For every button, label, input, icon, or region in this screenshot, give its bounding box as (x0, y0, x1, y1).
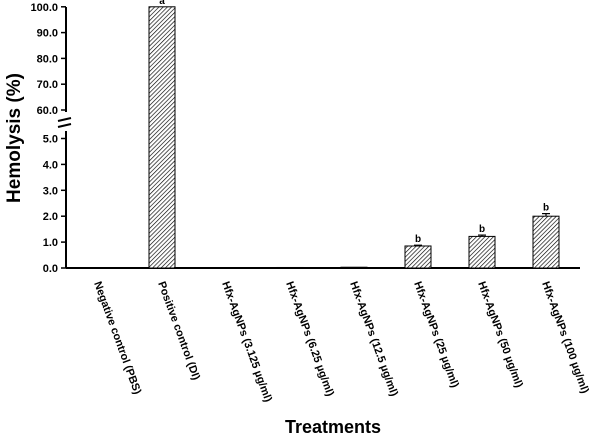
y-tick-label: 80.0 (37, 53, 58, 65)
x-category-label: Hfx-AgNPs (50 µg/ml) (475, 280, 525, 390)
bar (148, 6, 176, 269)
y-axis-label: Hemolysis (%) (4, 73, 25, 203)
y-tick-label: 100.0 (30, 2, 58, 14)
y-tick-label: 90.0 (37, 28, 58, 40)
y-tick-label: 4.0 (43, 159, 58, 171)
x-category-label: Hfx-AgNPs (100 µg/ml) (539, 280, 591, 395)
y-tick-label: 0.0 (43, 263, 58, 275)
x-category-label: Positive control (DI) (155, 280, 202, 382)
bar-annotation: b (479, 224, 485, 235)
y-tick-label: 5.0 (43, 134, 58, 146)
y-tick-label: 60.0 (37, 105, 58, 117)
axis-break-mark (57, 123, 72, 128)
y-tick-label: 70.0 (37, 79, 58, 91)
bar (468, 235, 496, 269)
bar (404, 245, 432, 269)
bar-annotation: b (543, 203, 549, 214)
x-category-label: Negative control (PBS) (91, 280, 143, 396)
bar-annotation: a (159, 0, 165, 7)
y-tick-label: 3.0 (43, 185, 58, 197)
x-axis-label: Treatments (285, 417, 381, 436)
y-tick-label: 2.0 (43, 211, 58, 223)
bar (340, 266, 368, 269)
bars-layer: Negative control (PBS) a Positive control … (91, 0, 591, 404)
x-category-label: Hfx-AgNPs (25 µg/ml) (411, 280, 461, 390)
x-category-label: Hfx-AgNPs (12.5 µg/ml) (347, 280, 400, 398)
bar (532, 215, 560, 269)
axis-break-gap (60, 119, 72, 125)
axis-break-mark (57, 117, 72, 122)
x-category-label: Hfx-AgNPs (6.25 µg/ml) (283, 280, 336, 398)
axis-layer: 0.0 1.0 2.0 3.0 4.0 5.0 60.0 70.0 80.0 90.0 100.0 (30, 2, 580, 275)
y-tick-label: 1.0 (43, 237, 58, 249)
x-category-label: Hfx-AgNPs (3.125 µg/ml) (219, 280, 274, 404)
bar-annotation: b (415, 234, 421, 245)
bar (276, 266, 304, 269)
